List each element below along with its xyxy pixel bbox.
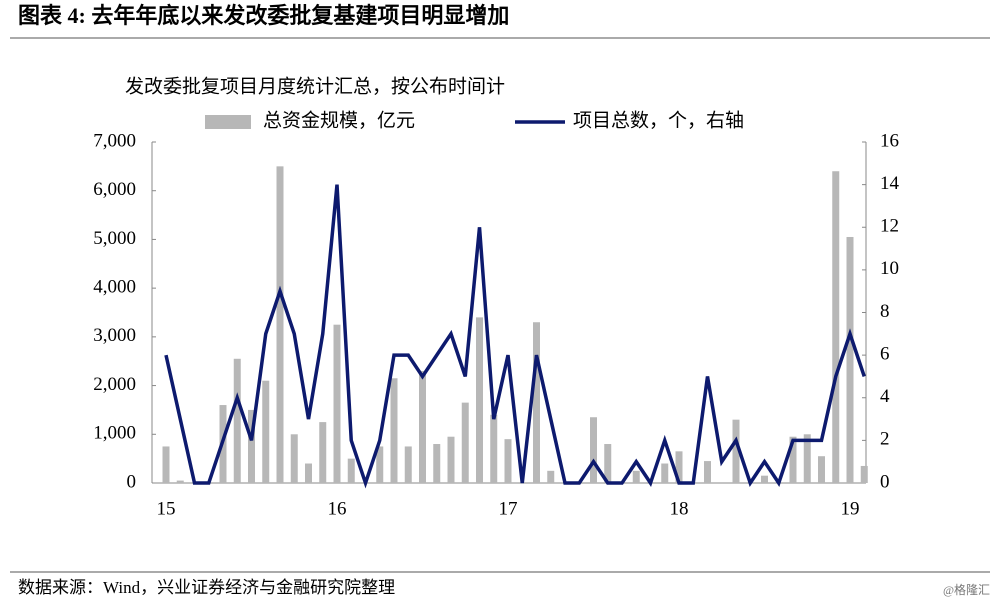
- x-tick-label: 15: [157, 498, 176, 519]
- y2-tick-label: 2: [880, 429, 890, 450]
- legend-label: 项目总数，个，右轴: [573, 109, 744, 131]
- x-tick-label: 18: [670, 498, 689, 519]
- x-tick-label: 19: [841, 498, 860, 519]
- bar: [162, 446, 170, 483]
- y-tick-label: 3,000: [93, 325, 136, 346]
- x-tick-label: 16: [328, 498, 347, 519]
- bar: [832, 171, 840, 483]
- line: [164, 184, 866, 489]
- y2-tick-label: 4: [880, 386, 890, 407]
- bar: [433, 444, 441, 483]
- bar: [846, 236, 854, 483]
- bar: [604, 444, 612, 483]
- bar: [547, 470, 555, 483]
- y-tick-label: 5,000: [93, 228, 136, 249]
- bar: [461, 402, 469, 483]
- bar: [704, 461, 711, 483]
- watermark: @格隆汇: [943, 582, 990, 597]
- bar: [860, 465, 868, 483]
- bar: [590, 417, 597, 483]
- bar: [504, 439, 512, 483]
- bar: [818, 456, 825, 483]
- bar: [447, 436, 455, 483]
- y2-tick-label: 14: [880, 173, 900, 194]
- bar: [276, 166, 284, 483]
- chart-title: 图表 4: 去年年底以来发改委批复基建项目明显增加: [18, 3, 509, 28]
- y-tick-label: 1,000: [93, 423, 136, 444]
- y2-tick-label: 10: [880, 258, 899, 279]
- bar: [233, 358, 241, 483]
- bar: [319, 422, 327, 483]
- bar: [176, 480, 184, 483]
- legend-swatch: [205, 115, 251, 129]
- bar: [262, 380, 270, 483]
- chart-subtitle: 发改委批复项目月度统计汇总，按公布时间计: [125, 75, 505, 97]
- bar: [476, 317, 483, 483]
- y-tick-label: 4,000: [93, 277, 136, 298]
- bar: [789, 436, 797, 483]
- bar: [490, 414, 498, 483]
- y-tick-label: 7,000: [93, 130, 136, 151]
- y-tick-label: 0: [127, 471, 137, 492]
- bar: [419, 370, 426, 483]
- legend-label: 总资金规模，亿元: [263, 109, 415, 131]
- bar: [305, 463, 312, 483]
- bar: [248, 409, 255, 483]
- bar: [732, 419, 740, 483]
- bar: [347, 458, 355, 483]
- y2-tick-label: 16: [880, 130, 899, 151]
- bar: [632, 470, 640, 483]
- x-tick-label: 17: [499, 498, 518, 519]
- bar: [761, 475, 768, 483]
- bar: [376, 446, 384, 483]
- y2-tick-label: 6: [880, 343, 890, 364]
- bar: [533, 322, 540, 483]
- y-tick-label: 2,000: [93, 374, 136, 395]
- bar: [333, 324, 341, 483]
- bar: [803, 434, 811, 483]
- source: 数据来源：Wind，兴业证券经济与金融研究院整理: [18, 578, 395, 597]
- y2-tick-label: 8: [880, 301, 890, 322]
- bar: [675, 451, 683, 483]
- bar: [390, 378, 398, 483]
- bar: [404, 446, 412, 483]
- y2-tick-label: 12: [880, 216, 899, 237]
- bar: [290, 434, 298, 483]
- y2-tick-label: 0: [880, 471, 890, 492]
- y-tick-label: 6,000: [93, 179, 136, 200]
- bar: [661, 463, 669, 483]
